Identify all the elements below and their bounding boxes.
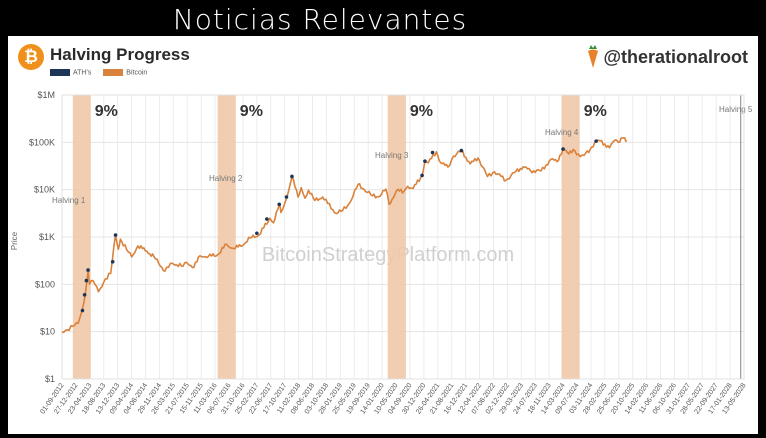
banner: Noticias Relevantes xyxy=(0,0,766,36)
author-handle: @therationalroot xyxy=(586,45,748,69)
y-tick-label-6: $1M xyxy=(37,90,55,100)
ath-point-0 xyxy=(80,308,85,313)
ath-point-16 xyxy=(594,139,598,143)
ath-point-1 xyxy=(82,293,87,297)
handle-text: @therationalroot xyxy=(603,46,748,67)
ath-point-14 xyxy=(459,148,464,153)
halving-band-1 xyxy=(72,95,91,379)
ath-point-3 xyxy=(86,268,90,272)
ath-point-9 xyxy=(284,195,289,199)
ath-point-12 xyxy=(423,159,427,163)
halving-label-1: Halving 1 xyxy=(52,196,86,205)
chart-card: ₿ Halving Progress ATH's Bitcoin @therat… xyxy=(8,36,758,434)
legend-label-ath: ATH's xyxy=(73,69,92,77)
y-tick-label-1: $10 xyxy=(40,327,55,337)
ath-point-11 xyxy=(420,173,424,178)
y-tick-label-0: $1 xyxy=(45,374,55,384)
carrot-icon xyxy=(588,45,599,68)
legend-label-bitcoin: Bitcoin xyxy=(126,69,148,77)
halving-percent-3: 9% xyxy=(410,103,433,120)
bitcoin-logo-icon: ₿ xyxy=(18,44,44,70)
ath-point-15 xyxy=(561,147,565,151)
ath-point-4 xyxy=(110,259,115,264)
ath-point-2 xyxy=(84,278,89,283)
ath-point-10 xyxy=(290,174,294,179)
y-axis-label: Price xyxy=(10,231,19,250)
banner-title: Noticias Relevantes xyxy=(172,3,468,36)
halving-band-4 xyxy=(561,95,580,379)
halving-label-5: Halving 5 xyxy=(719,105,753,114)
legend-item-ath: ATH's xyxy=(50,69,91,76)
ath-point-6 xyxy=(255,231,259,236)
legend: ATH's Bitcoin xyxy=(50,69,157,76)
ath-point-8 xyxy=(277,202,282,207)
chart-title: Halving Progress xyxy=(50,45,190,64)
legend-item-bitcoin: Bitcoin xyxy=(103,69,147,76)
series-bitcoin-line xyxy=(61,137,628,334)
halving-band-2 xyxy=(217,95,236,379)
halving-band-3 xyxy=(387,95,406,379)
halving-label-3: Halving 3 xyxy=(375,151,409,160)
y-tick-label-3: $1K xyxy=(39,232,55,242)
ath-point-13 xyxy=(430,150,435,155)
halving-percent-4: 9% xyxy=(584,103,607,120)
halving-percent-1: 9% xyxy=(95,103,118,120)
y-tick-label-5: $100K xyxy=(29,137,55,147)
y-tick-label-4: $10K xyxy=(34,185,55,195)
halving-label-4: Halving 4 xyxy=(545,128,579,137)
legend-swatch-bitcoin xyxy=(103,69,124,76)
y-tick-label-2: $100 xyxy=(35,279,55,289)
halving-label-2: Halving 2 xyxy=(209,174,243,183)
ath-point-7 xyxy=(265,217,269,221)
plot-area xyxy=(61,94,745,380)
ath-point-5 xyxy=(113,233,118,237)
legend-swatch-ath xyxy=(50,69,70,76)
halving-percent-2: 9% xyxy=(240,103,263,120)
chart-svg: 01-09-201227-12-201223-04-201318-08-2013… xyxy=(10,90,753,415)
